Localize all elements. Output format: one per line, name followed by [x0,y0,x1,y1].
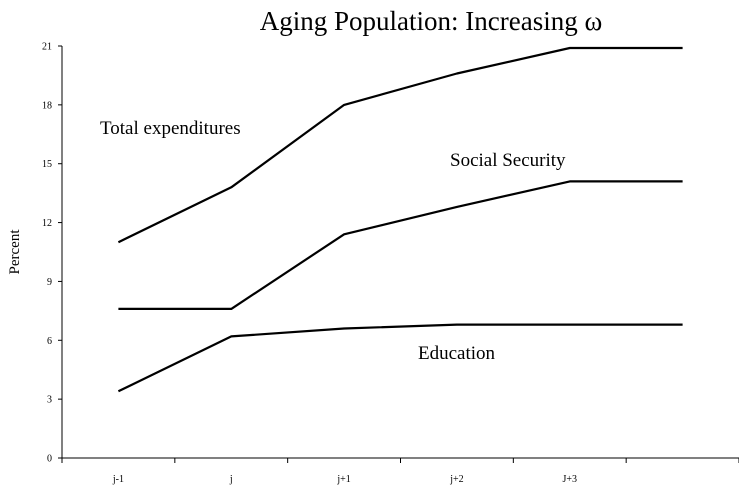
y-axis-label: Percent [7,229,23,275]
chart-title: Aging Population: Increasing ω [260,6,602,36]
annotation-education: Education [418,343,496,364]
series-line-total-expenditures [117,46,683,244]
series-lines [117,46,683,393]
y-tick-label: 3 [47,395,52,406]
y-tick-labels: 0 3 6 9 12 15 18 21 [42,42,52,465]
annotation-social-security: Social Security [450,150,566,171]
y-tick-label: 0 [47,454,52,465]
x-tick-label: j-1 [112,474,124,485]
x-tick-label: j+2 [449,474,463,485]
series-line-education [117,323,683,393]
y-tick-label: 18 [42,100,52,111]
x-tick-labels: j-1 j j+1 j+2 J+3 [112,474,577,485]
y-tick-label: 9 [47,277,52,288]
y-tick-label: 6 [47,336,52,347]
y-tick-label: 21 [42,42,52,53]
x-tick-label: J+3 [562,474,577,485]
x-tick-label: j [229,474,233,485]
series-line-social-security [118,180,683,310]
x-tick-label: j+1 [336,474,350,485]
y-tick-label: 15 [42,159,52,170]
y-tick-label: 12 [42,218,52,229]
axes [58,45,739,463]
annotation-total-expenditures: Total expenditures [100,118,241,139]
